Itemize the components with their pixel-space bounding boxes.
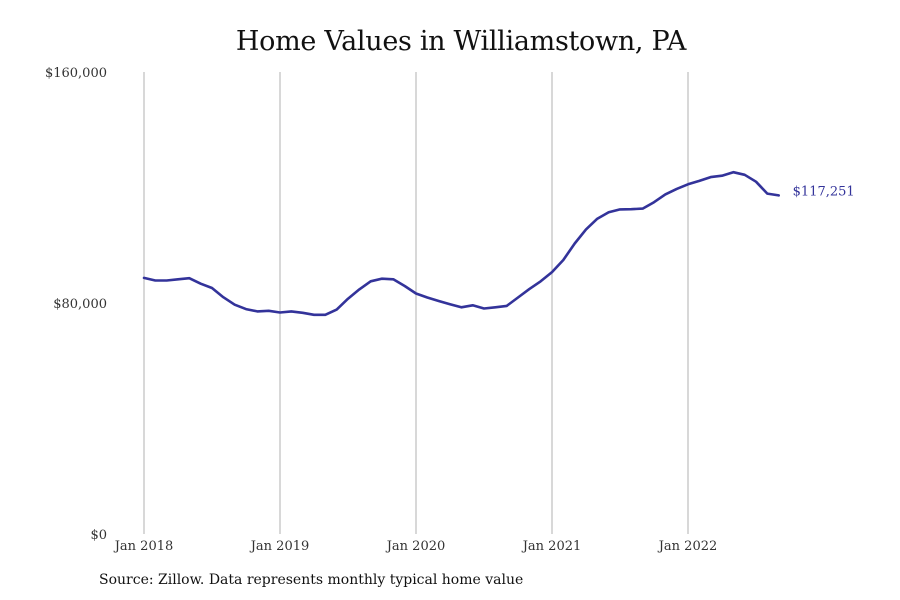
y-tick-label: $80,000 xyxy=(53,297,107,312)
y-axis-labels: $0 $80,000 $160,000 xyxy=(45,66,107,543)
x-tick-label: Jan 2022 xyxy=(657,539,718,554)
last-value-label: $117,251 xyxy=(793,184,855,199)
series-layer xyxy=(142,170,781,317)
x-axis-labels: Jan 2018 Jan 2019 Jan 2020 Jan 2021 Jan 2022 xyxy=(113,539,718,554)
x-tick-label: Jan 2018 xyxy=(113,539,174,554)
x-tick-label: Jan 2021 xyxy=(521,539,582,554)
chart-title: Home Values in Williamstown, PA xyxy=(235,26,687,57)
x-tick-label: Jan 2020 xyxy=(385,539,446,554)
grid-layer xyxy=(143,72,689,534)
y-tick-label: $160,000 xyxy=(45,66,107,81)
source-note: Source: Zillow. Data represents monthly … xyxy=(99,572,524,588)
series-line xyxy=(142,170,781,317)
x-tick-label: Jan 2019 xyxy=(249,539,310,554)
y-tick-label: $0 xyxy=(90,528,107,543)
